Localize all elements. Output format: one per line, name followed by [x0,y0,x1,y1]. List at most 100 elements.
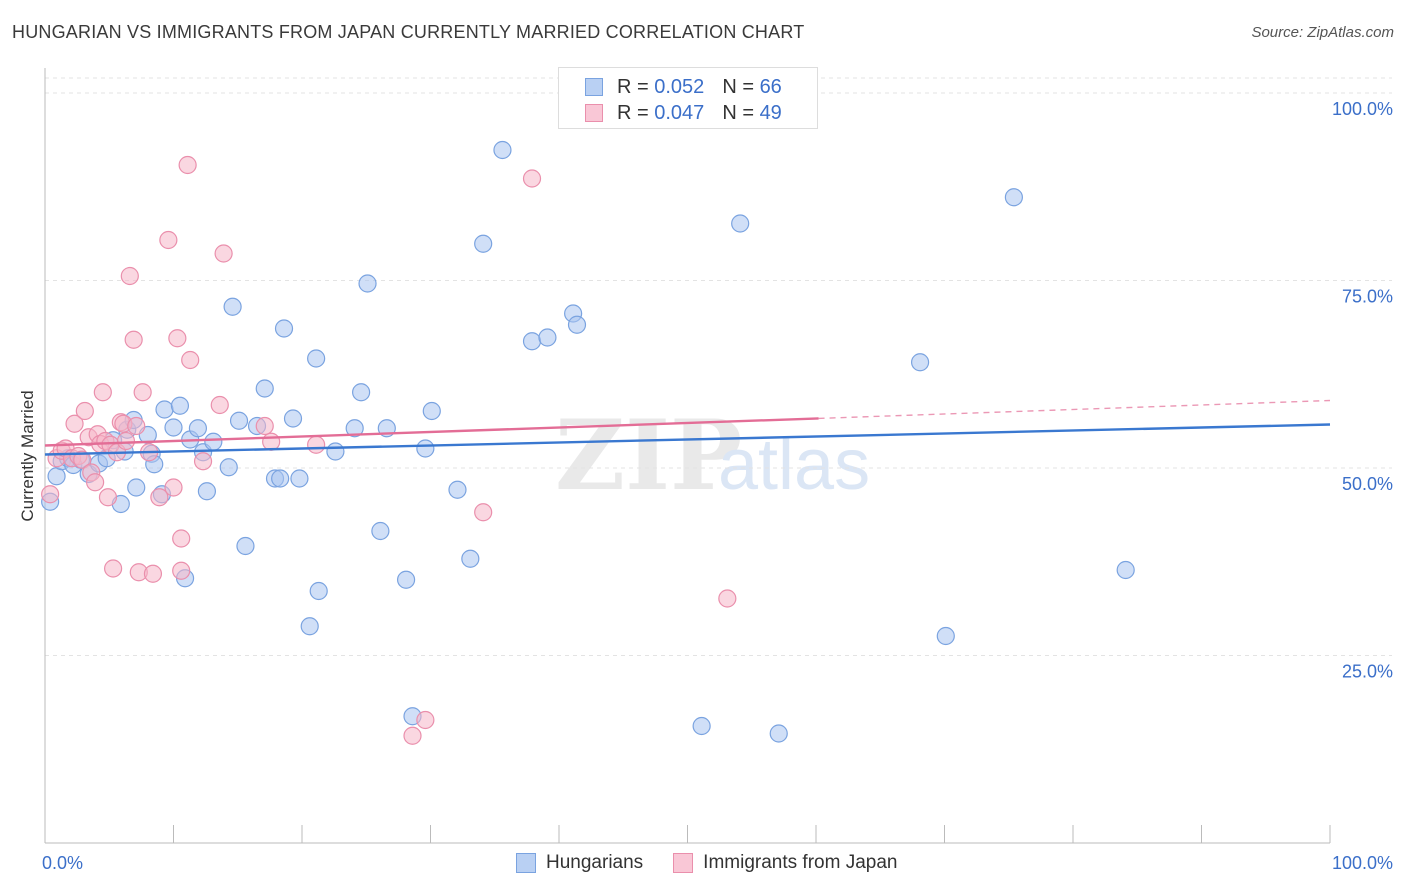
point-hungarians [461,549,480,568]
point-japan [124,330,143,349]
point-hungarians [371,521,390,541]
point-hungarians [274,319,294,338]
trend-line-dashed [818,399,1331,420]
point-hungarians [422,401,441,421]
legend-label-hungarians: Hungarians [546,852,644,873]
point-japan [178,155,197,175]
point-hungarians [290,469,309,488]
legend-item-japan[interactable]: Immigrants from Japan [673,852,897,874]
point-hungarians [416,439,435,458]
point-japan [75,401,94,421]
legend-item-hungarians[interactable]: Hungarians [516,852,643,874]
series-legend: Hungarians Immigrants from Japan [516,852,927,874]
point-hungarians [164,418,183,437]
point-japan [159,230,178,250]
data-points [41,140,1135,745]
point-japan [133,383,152,402]
stats-row-hungarians: R = 0.052 N = 66 [585,75,782,99]
point-hungarians [309,581,328,601]
stats-legend: R = 0.052 N = 66 R = 0.047 N = 49 [558,67,818,129]
legend-label-japan: Immigrants from Japan [703,852,898,873]
y-tick-label: 50.0% [1342,474,1393,494]
point-hungarians [229,411,249,430]
point-hungarians [936,626,955,646]
r-value-japan: 0.047 [654,101,705,124]
point-japan [120,266,139,286]
point-japan [522,169,542,188]
point-japan [193,452,213,471]
point-japan [181,350,200,370]
point-hungarians [127,478,146,497]
source-label: Source: ZipAtlas.com [1251,24,1394,41]
point-japan [172,529,191,548]
point-hungarians [522,332,542,351]
point-japan [718,589,737,608]
point-hungarians [271,469,290,488]
point-hungarians [345,419,364,438]
point-hungarians [236,536,255,556]
point-hungarians [493,140,512,160]
point-japan [403,726,422,745]
point-hungarians [352,383,371,402]
japan-swatch [585,104,603,122]
point-japan [214,244,233,263]
point-japan [73,450,92,469]
point-japan [474,503,493,522]
r-value-hungarians: 0.052 [654,75,705,98]
point-hungarians [219,458,238,477]
point-hungarians [155,400,174,419]
point-japan [143,564,163,583]
r-label: R = [617,75,649,98]
watermark-zip: ZIP [555,399,742,512]
axes [44,68,1331,844]
gridlines [45,77,1392,656]
point-hungarians [223,297,242,316]
point-hungarians [326,442,345,461]
point-japan [93,383,112,402]
point-japan [116,431,136,451]
point-japan [104,559,123,578]
point-japan [210,395,229,415]
point-hungarians [300,617,319,636]
watermark: ZIP atlas [555,399,870,512]
point-hungarians [204,432,223,451]
point-hungarians [188,419,208,438]
point-japan [168,329,187,348]
point-japan [65,414,84,433]
trend-line-solid [44,417,819,447]
n-value-japan: 49 [759,101,782,124]
point-japan [98,488,118,507]
n-label: N = [722,75,754,98]
point-japan [416,710,435,730]
point-japan [255,416,274,436]
point-hungarians [538,328,557,347]
point-hungarians [255,379,274,398]
point-hungarians [358,274,377,293]
point-hungarians [197,482,217,501]
trend-line-solid [44,423,1331,456]
stats-row-japan: R = 0.047 N = 49 [585,101,782,125]
point-japan [127,416,146,436]
point-hungarians [910,353,930,372]
n-value-hungarians: 66 [759,75,782,98]
point-hungarians [396,570,416,589]
point-hungarians [1004,188,1023,207]
trend-lines [44,399,1331,456]
point-hungarians [283,409,303,428]
point-japan [164,478,183,497]
chart-title: HUNGARIAN VS IMMIGRANTS FROM JAPAN CURRE… [12,22,805,42]
y-tick-label: 25.0% [1342,662,1393,682]
japan-legend-swatch [673,853,694,873]
point-hungarians [731,214,750,233]
point-hungarians [307,349,326,368]
point-japan [150,488,169,507]
point-japan [172,561,191,580]
point-hungarians [567,315,587,334]
hungarians-swatch [585,78,603,96]
point-japan [262,432,281,451]
y-tick-label: 100.0% [1332,99,1393,119]
point-japan [86,473,105,492]
x-tick-label-min: 0.0% [42,853,83,873]
point-hungarians [170,396,190,415]
